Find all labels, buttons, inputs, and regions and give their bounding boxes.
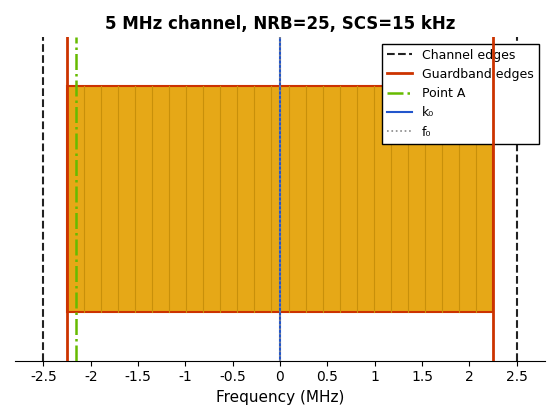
X-axis label: Frequency (MHz): Frequency (MHz) — [216, 390, 344, 405]
Legend: Channel edges, Guardband edges, Point A, k₀, f₀: Channel edges, Guardband edges, Point A,… — [382, 44, 539, 144]
Title: 5 MHz channel, NRB=25, SCS=15 kHz: 5 MHz channel, NRB=25, SCS=15 kHz — [105, 15, 455, 33]
Bar — [67, 86, 493, 312]
